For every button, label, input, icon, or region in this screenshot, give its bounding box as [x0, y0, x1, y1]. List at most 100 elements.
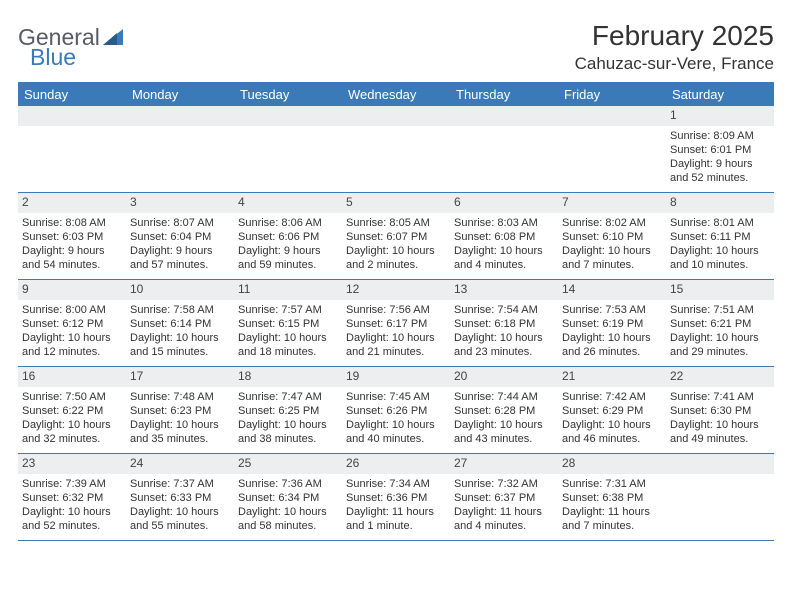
- cell-info-line: and 23 minutes.: [454, 345, 554, 359]
- calendar-cell: 22Sunrise: 7:41 AMSunset: 6:30 PMDayligh…: [666, 367, 774, 453]
- cell-info-line: Daylight: 10 hours: [346, 418, 446, 432]
- cell-info-line: Daylight: 10 hours: [454, 244, 554, 258]
- day-header-wed: Wednesday: [342, 83, 450, 106]
- cell-info-line: Sunset: 6:26 PM: [346, 404, 446, 418]
- cell-info-line: Sunrise: 7:54 AM: [454, 303, 554, 317]
- calendar-cell: 12 Sunrise: 7:56 AMSunset: 6:17 PMDayligh…: [342, 280, 450, 366]
- week-row: 9Sunrise: 8:00 AMSunset: 6:12 PMDaylight…: [18, 280, 774, 367]
- cell-info-line: Daylight: 10 hours: [238, 505, 338, 519]
- cell-info-line: and 38 minutes.: [238, 432, 338, 446]
- calendar-cell: [558, 106, 666, 192]
- cell-info-line: and 43 minutes.: [454, 432, 554, 446]
- week-row: 2Sunrise: 8:08 AMSunset: 6:03 PMDaylight…: [18, 193, 774, 280]
- cell-info-line: Daylight: 10 hours: [130, 331, 230, 345]
- day-number: 13: [450, 280, 558, 300]
- cell-info-line: Sunset: 6:15 PM: [238, 317, 338, 331]
- cell-info-line: Sunrise: 8:05 AM: [346, 216, 446, 230]
- cell-info-line: and 57 minutes.: [130, 258, 230, 272]
- cell-info-line: Sunset: 6:17 PM: [346, 317, 446, 331]
- calendar-cell: 1Sunrise: 8:09 AMSunset: 6:01 PMDaylight…: [666, 106, 774, 192]
- day-number: 11: [234, 280, 342, 300]
- cell-info-line: and 7 minutes.: [562, 519, 662, 533]
- cell-info-line: Sunrise: 8:02 AM: [562, 216, 662, 230]
- day-number: 17: [126, 367, 234, 387]
- cell-info-line: Sunset: 6:23 PM: [130, 404, 230, 418]
- calendar-cell: 17 Sunrise: 7:48 AMSunset: 6:23 PMDayligh…: [126, 367, 234, 453]
- cell-info-line: and 2 minutes.: [346, 258, 446, 272]
- cell-info-line: Sunrise: 7:39 AM: [22, 477, 122, 491]
- cell-info-line: Daylight: 10 hours: [22, 418, 122, 432]
- day-number: 28: [558, 454, 666, 474]
- cell-info-line: Sunrise: 8:07 AM: [130, 216, 230, 230]
- cell-info-line: and 52 minutes.: [670, 171, 770, 185]
- calendar-cell: 20Sunrise: 7:44 AMSunset: 6:28 PMDayligh…: [450, 367, 558, 453]
- cell-info-line: and 59 minutes.: [238, 258, 338, 272]
- calendar-cell: 27Sunrise: 7:32 AMSunset: 6:37 PMDayligh…: [450, 454, 558, 540]
- cell-info-line: and 18 minutes.: [238, 345, 338, 359]
- day-number: 14: [558, 280, 666, 300]
- cell-info-line: Sunrise: 7:42 AM: [562, 390, 662, 404]
- cell-info-line: and 29 minutes.: [670, 345, 770, 359]
- cell-info-line: and 4 minutes.: [454, 258, 554, 272]
- cell-info-line: Daylight: 10 hours: [238, 418, 338, 432]
- calendar-cell: [18, 106, 126, 192]
- calendar-cell: 10Sunrise: 7:58 AMSunset: 6:14 PMDayligh…: [126, 280, 234, 366]
- day-header-tue: Tuesday: [234, 83, 342, 106]
- day-number: 27: [450, 454, 558, 474]
- cell-info-line: Daylight: 10 hours: [670, 244, 770, 258]
- calendar-cell: 3Sunrise: 8:07 AMSunset: 6:04 PMDaylight…: [126, 193, 234, 279]
- day-number: 7: [558, 193, 666, 213]
- cell-info-line: Sunrise: 7:48 AM: [130, 390, 230, 404]
- cell-info-line: Sunrise: 8:06 AM: [238, 216, 338, 230]
- calendar-cell: 2Sunrise: 8:08 AMSunset: 6:03 PMDaylight…: [18, 193, 126, 279]
- day-number: 6: [450, 193, 558, 213]
- day-number: 12: [342, 280, 450, 300]
- cell-info-line: Daylight: 11 hours: [346, 505, 446, 519]
- cell-info-line: Sunrise: 8:01 AM: [670, 216, 770, 230]
- cell-info-line: Sunrise: 7:31 AM: [562, 477, 662, 491]
- day-header-mon: Monday: [126, 83, 234, 106]
- week-row: 23Sunrise: 7:39 AMSunset: 6:32 PMDayligh…: [18, 454, 774, 541]
- cell-info-line: and 32 minutes.: [22, 432, 122, 446]
- cell-info-line: and 55 minutes.: [130, 519, 230, 533]
- cell-info-line: Daylight: 10 hours: [130, 418, 230, 432]
- cell-info-line: Sunset: 6:32 PM: [22, 491, 122, 505]
- logo-text-b: Blue: [30, 44, 76, 71]
- cell-info-line: and 54 minutes.: [22, 258, 122, 272]
- cell-info-line: Daylight: 10 hours: [22, 331, 122, 345]
- page-title: February 2025: [575, 20, 774, 52]
- calendar: Sunday Monday Tuesday Wednesday Thursday…: [18, 82, 774, 541]
- cell-info-line: Sunset: 6:11 PM: [670, 230, 770, 244]
- day-number: 3: [126, 193, 234, 213]
- day-number: 5: [342, 193, 450, 213]
- day-header-thu: Thursday: [450, 83, 558, 106]
- cell-info-line: Sunset: 6:21 PM: [670, 317, 770, 331]
- calendar-cell: 16Sunrise: 7:50 AMSunset: 6:22 PMDayligh…: [18, 367, 126, 453]
- calendar-cell: 26Sunrise: 7:34 AMSunset: 6:36 PMDayligh…: [342, 454, 450, 540]
- cell-info-line: Sunrise: 7:56 AM: [346, 303, 446, 317]
- calendar-cell: 14Sunrise: 7:53 AMSunset: 6:19 PMDayligh…: [558, 280, 666, 366]
- cell-info-line: Daylight: 10 hours: [346, 331, 446, 345]
- calendar-cell: 6Sunrise: 8:03 AMSunset: 6:08 PMDaylight…: [450, 193, 558, 279]
- week-row: 1Sunrise: 8:09 AMSunset: 6:01 PMDaylight…: [18, 106, 774, 193]
- cell-info-line: Daylight: 11 hours: [562, 505, 662, 519]
- cell-info-line: and 1 minute.: [346, 519, 446, 533]
- day-number: 9: [18, 280, 126, 300]
- page-subtitle: Cahuzac-sur-Vere, France: [575, 54, 774, 74]
- calendar-cell: 13Sunrise: 7:54 AMSunset: 6:18 PMDayligh…: [450, 280, 558, 366]
- cell-info-line: and 4 minutes.: [454, 519, 554, 533]
- cell-info-line: Sunset: 6:37 PM: [454, 491, 554, 505]
- calendar-cell: 9Sunrise: 8:00 AMSunset: 6:12 PMDaylight…: [18, 280, 126, 366]
- cell-info-line: Sunrise: 8:00 AM: [22, 303, 122, 317]
- calendar-cell: 4Sunrise: 8:06 AMSunset: 6:06 PMDaylight…: [234, 193, 342, 279]
- calendar-cell: 8Sunrise: 8:01 AMSunset: 6:11 PMDaylight…: [666, 193, 774, 279]
- day-header-fri: Friday: [558, 83, 666, 106]
- day-header-sat: Saturday: [666, 83, 774, 106]
- cell-info-line: and 21 minutes.: [346, 345, 446, 359]
- cell-info-line: Sunset: 6:29 PM: [562, 404, 662, 418]
- week-row: 16Sunrise: 7:50 AMSunset: 6:22 PMDayligh…: [18, 367, 774, 454]
- cell-info-line: and 12 minutes.: [22, 345, 122, 359]
- cell-info-line: and 40 minutes.: [346, 432, 446, 446]
- calendar-cell: [666, 454, 774, 540]
- cell-info-line: and 52 minutes.: [22, 519, 122, 533]
